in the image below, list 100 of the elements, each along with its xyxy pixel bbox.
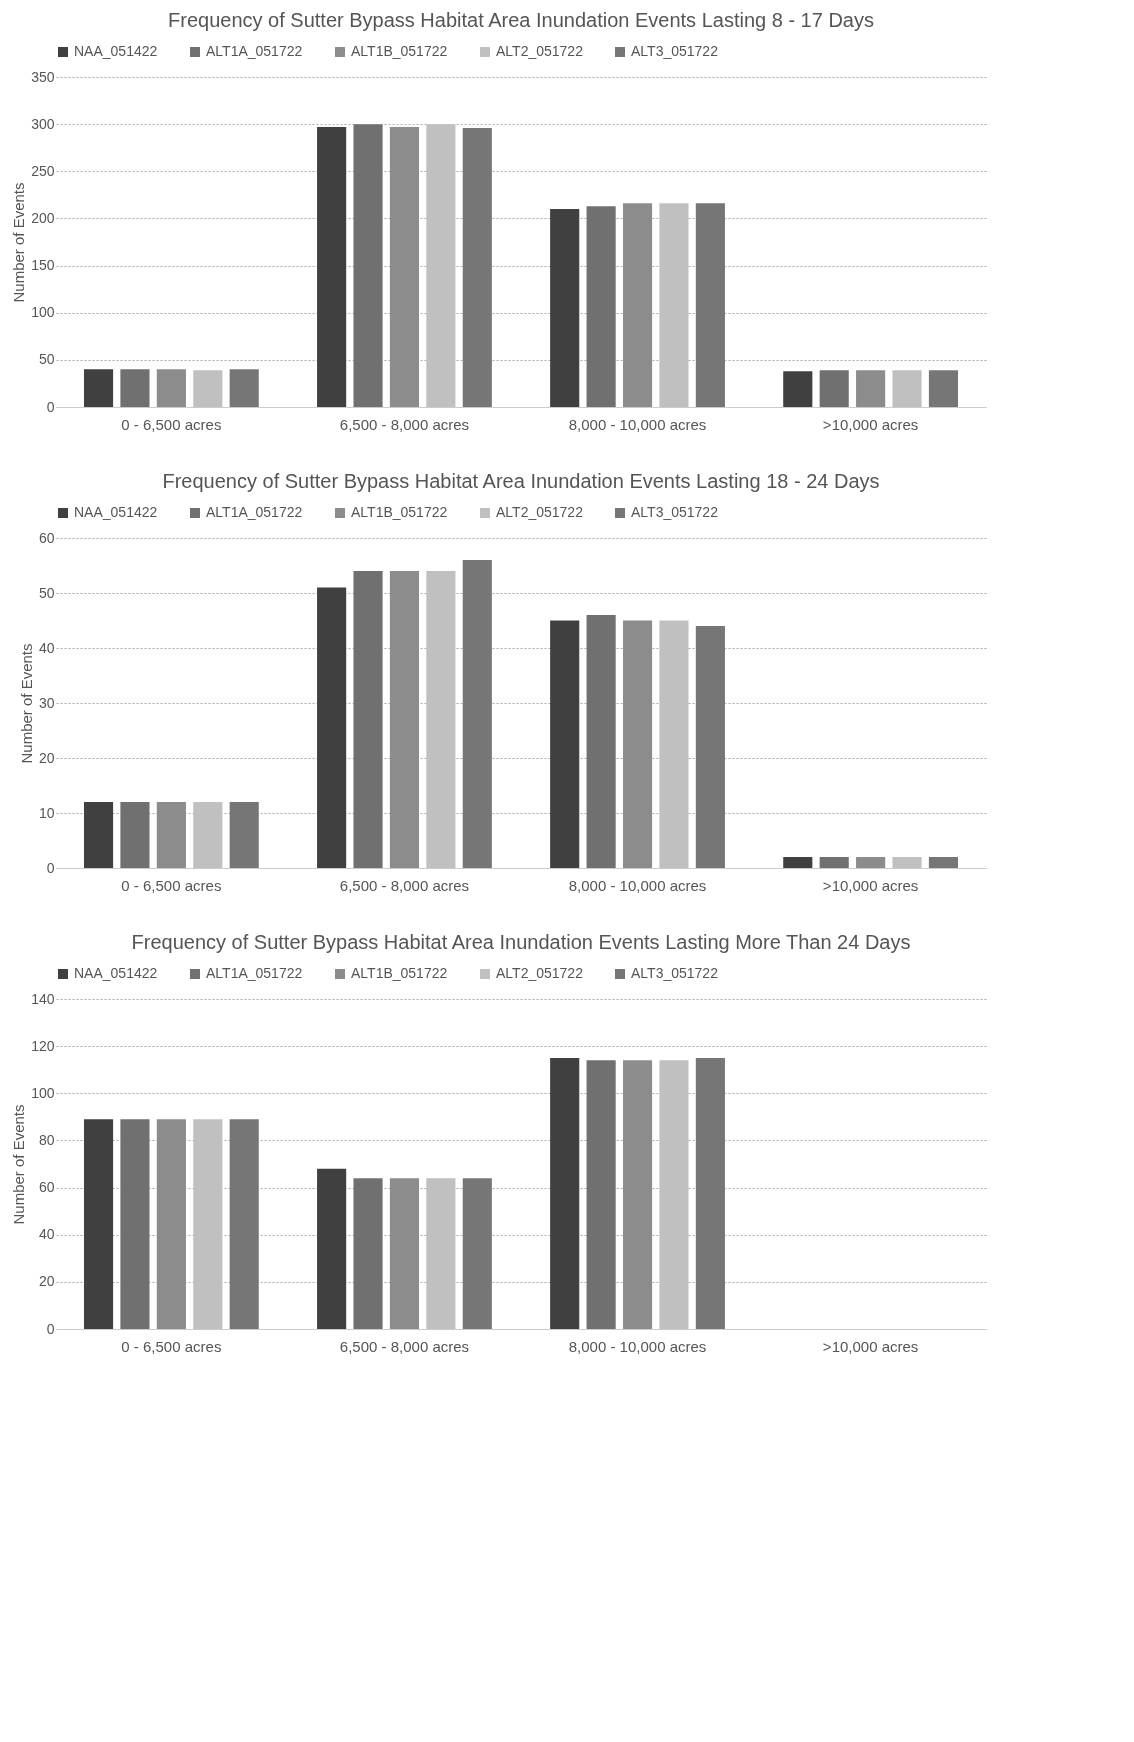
bar bbox=[928, 857, 959, 868]
bar bbox=[586, 206, 616, 407]
bar bbox=[229, 802, 259, 868]
bar bbox=[819, 857, 849, 868]
legend-label: NAA_051422 bbox=[74, 43, 158, 59]
y-tick-label: 60 bbox=[38, 529, 55, 546]
y-tick-label: 200 bbox=[31, 209, 55, 226]
legend-label: ALT2_051722 bbox=[496, 504, 584, 520]
bar bbox=[550, 209, 580, 407]
y-tick-label: 20 bbox=[38, 749, 55, 766]
chart-title: Frequency of Sutter Bypass Habitat Area Inundation Events Lasting More Than 24 Days bbox=[131, 931, 911, 953]
x-tick-label: 6,500 - 8,000 acres bbox=[339, 1337, 470, 1355]
x-tick-label: 0 - 6,500 acres bbox=[121, 876, 222, 894]
bar bbox=[83, 802, 114, 868]
y-axis-title: Number of Events bbox=[10, 1104, 28, 1225]
bar bbox=[156, 369, 186, 407]
bar bbox=[156, 802, 186, 868]
bar bbox=[462, 127, 492, 407]
y-tick-label: 140 bbox=[31, 990, 55, 1007]
bar bbox=[622, 1060, 653, 1329]
y-axis-title: Number of Events bbox=[10, 182, 28, 303]
bar bbox=[120, 369, 150, 407]
legend-label: ALT1B_051722 bbox=[351, 504, 448, 520]
bar bbox=[120, 1119, 150, 1329]
bar bbox=[120, 802, 150, 868]
bar bbox=[856, 857, 886, 868]
x-tick-label: 0 - 6,500 acres bbox=[121, 1337, 222, 1355]
y-tick-label: 150 bbox=[31, 257, 55, 274]
y-tick-label: 40 bbox=[38, 1226, 55, 1243]
chart-title: Frequency of Sutter Bypass Habitat Area Inundation Events Lasting 8 - 17 Days bbox=[168, 9, 874, 31]
bar bbox=[586, 1060, 616, 1329]
y-tick-label: 0 bbox=[46, 398, 55, 415]
legend-label: NAA_051422 bbox=[74, 504, 158, 520]
y-tick-label: 80 bbox=[38, 1131, 55, 1148]
bar bbox=[856, 370, 886, 407]
x-tick-label: 6,500 - 8,000 acres bbox=[339, 415, 470, 433]
x-tick-label: 6,500 - 8,000 acres bbox=[339, 876, 470, 894]
y-tick-label: 350 bbox=[31, 68, 55, 85]
y-tick-label: 30 bbox=[38, 694, 55, 711]
bar bbox=[586, 615, 616, 868]
legend-label: ALT1A_051722 bbox=[206, 965, 303, 981]
bar bbox=[317, 1168, 347, 1329]
y-tick-label: 0 bbox=[46, 1320, 55, 1337]
bar bbox=[695, 1057, 725, 1329]
y-tick-label: 60 bbox=[38, 1179, 55, 1196]
y-tick-label: 300 bbox=[31, 115, 55, 132]
x-tick-label: >10,000 acres bbox=[822, 415, 919, 433]
legend-label: ALT1B_051722 bbox=[351, 43, 448, 59]
x-tick-label: 8,000 - 10,000 acres bbox=[568, 415, 707, 433]
bar bbox=[550, 620, 580, 868]
x-tick-label: 8,000 - 10,000 acres bbox=[568, 1337, 707, 1355]
bar bbox=[550, 1057, 580, 1329]
legend-label: ALT2_051722 bbox=[496, 965, 584, 981]
x-tick-label: >10,000 acres bbox=[822, 1337, 919, 1355]
chart-title: Frequency of Sutter Bypass Habitat Area Inundation Events Lasting 18 - 24 Days bbox=[162, 470, 880, 492]
y-tick-label: 100 bbox=[31, 1084, 55, 1101]
x-tick-label: >10,000 acres bbox=[822, 876, 919, 894]
bar bbox=[783, 371, 813, 407]
bar bbox=[317, 587, 347, 868]
y-tick-label: 50 bbox=[38, 584, 55, 601]
y-tick-label: 40 bbox=[38, 639, 55, 656]
legend-label: ALT3_051722 bbox=[631, 504, 719, 520]
y-tick-label: 120 bbox=[31, 1037, 55, 1054]
y-tick-label: 10 bbox=[38, 804, 55, 821]
bar bbox=[928, 370, 959, 407]
legend-label: ALT1A_051722 bbox=[206, 43, 303, 59]
bar bbox=[389, 126, 420, 407]
bar bbox=[229, 1119, 259, 1329]
y-tick-label: 100 bbox=[31, 304, 55, 321]
y-axis-title: Number of Events bbox=[17, 643, 35, 764]
bar bbox=[622, 620, 653, 868]
legend-label: ALT1A_051722 bbox=[206, 504, 303, 520]
legend-label: ALT3_051722 bbox=[631, 43, 719, 59]
y-tick-label: 250 bbox=[31, 162, 55, 179]
y-tick-label: 0 bbox=[46, 859, 55, 876]
bar bbox=[353, 571, 383, 868]
bar bbox=[353, 124, 383, 407]
bar bbox=[622, 203, 653, 407]
bar bbox=[83, 1119, 114, 1329]
bar bbox=[389, 1178, 420, 1329]
bar bbox=[462, 560, 492, 868]
bar bbox=[783, 857, 813, 868]
bar bbox=[353, 1178, 383, 1329]
legend-label: ALT1B_051722 bbox=[351, 965, 448, 981]
x-tick-label: 8,000 - 10,000 acres bbox=[568, 876, 707, 894]
legend-label: ALT2_051722 bbox=[496, 43, 584, 59]
bar bbox=[819, 370, 849, 407]
y-tick-label: 20 bbox=[38, 1273, 55, 1290]
y-tick-label: 50 bbox=[38, 351, 55, 368]
legend-label: ALT3_051722 bbox=[631, 965, 719, 981]
bar bbox=[83, 369, 114, 407]
bar bbox=[229, 369, 259, 407]
bar bbox=[156, 1119, 186, 1329]
bar bbox=[317, 126, 347, 407]
bar bbox=[695, 203, 725, 407]
bar bbox=[695, 626, 725, 868]
x-tick-label: 0 - 6,500 acres bbox=[121, 415, 222, 433]
legend-label: NAA_051422 bbox=[74, 965, 158, 981]
bar bbox=[389, 571, 420, 868]
bar bbox=[462, 1178, 492, 1329]
